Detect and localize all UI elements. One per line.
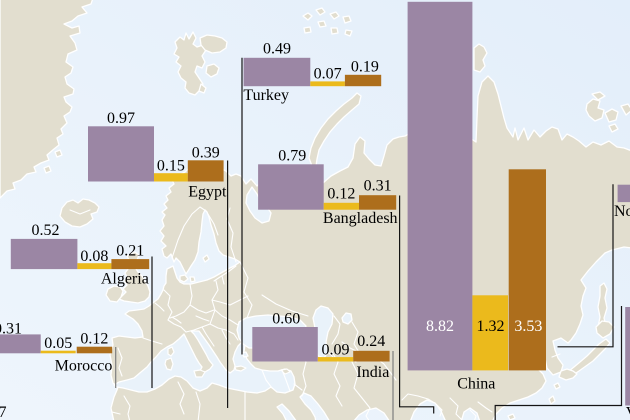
svg-text:0.31: 0.31 [0,320,22,337]
svg-text:0.15: 0.15 [157,158,185,175]
svg-text:0.12: 0.12 [327,185,355,202]
svg-text:0.97: 0.97 [107,110,135,127]
svg-text:Vietnam: Vietnam [626,405,630,420]
svg-text:0.79: 0.79 [278,148,306,165]
svg-text:0.08: 0.08 [80,248,108,265]
svg-text:Bangladesh: Bangladesh [323,210,398,227]
svg-text:0.31: 0.31 [364,177,392,194]
svg-text:1.32: 1.32 [477,318,505,335]
svg-text:0.12: 0.12 [80,330,108,347]
svg-text:Turkey: Turkey [243,87,289,104]
svg-text:0.07: 0.07 [314,66,342,83]
svg-text:0.49: 0.49 [263,40,291,57]
svg-text:0.39: 0.39 [192,144,220,161]
svg-text:Algeria: Algeria [101,270,149,287]
svg-text:0.19: 0.19 [351,58,379,75]
svg-text:0.05: 0.05 [44,335,72,352]
svg-text:8.82: 8.82 [426,318,454,335]
svg-text:Egypt: Egypt [188,184,227,201]
svg-text:North Korea: North Korea [614,203,630,220]
svg-text:0.60: 0.60 [272,311,300,328]
svg-text:0.52: 0.52 [32,222,60,239]
svg-text:0.24: 0.24 [357,333,385,350]
svg-text:India: India [356,364,389,381]
svg-text:0.21: 0.21 [116,242,144,259]
svg-text:7: 7 [0,404,7,420]
svg-text:Morocco: Morocco [55,357,113,374]
svg-text:3.53: 3.53 [514,318,542,335]
svg-text:0.09: 0.09 [322,342,350,359]
svg-text:China: China [457,375,495,392]
